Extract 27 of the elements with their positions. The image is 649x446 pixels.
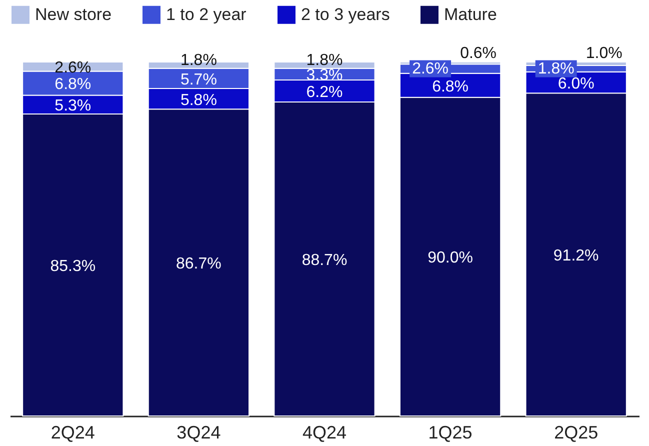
data-label: 1.8% [538,60,574,78]
data-label: 1.8% [180,52,217,70]
legend-label: 1 to 2 year [166,4,247,24]
x-tick-label: 4Q24 [302,422,347,442]
x-tick-label: 2Q24 [50,422,95,442]
data-label: 6.8% [432,78,469,96]
data-label: 5.3% [54,98,92,115]
data-label: 2.6% [412,60,449,78]
data-label: 6.8% [54,76,92,94]
data-label: 85.3% [50,258,96,276]
data-label: 1.8% [306,52,343,70]
data-label: 88.7% [302,252,348,269]
data-label: 0.6% [460,45,497,62]
x-tick-label: 3Q24 [176,422,221,442]
data-label: 91.2% [553,248,599,265]
x-tick-label: 2Q25 [554,422,598,442]
legend-label: Mature [444,4,497,24]
data-label: 90.0% [428,250,473,267]
data-label: 86.7% [176,256,222,273]
x-tick-label: 1Q25 [428,422,472,442]
legend-label: New store [35,4,112,24]
data-label: 6.2% [306,84,343,102]
data-label: 6.0% [558,76,594,93]
data-label: 5.8% [180,92,217,109]
legend-label: 2 to 3 years [301,4,390,24]
data-label: 5.7% [180,71,217,88]
data-label: 1.0% [586,45,622,62]
